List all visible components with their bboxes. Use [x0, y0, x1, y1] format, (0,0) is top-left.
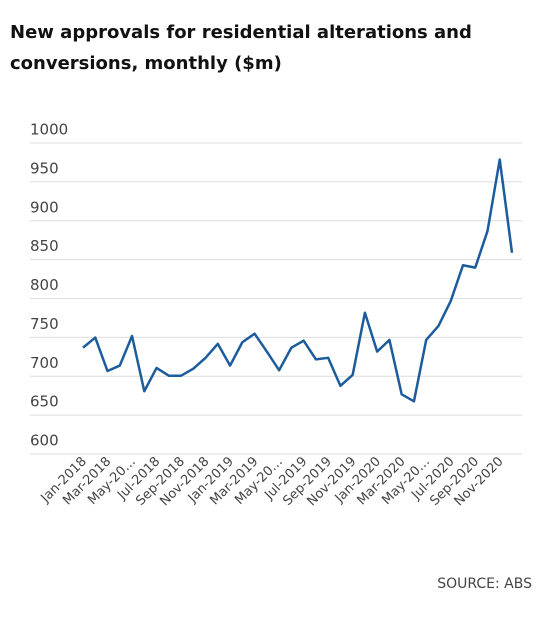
- y-tick-label: 800: [30, 276, 59, 294]
- y-tick-label: 650: [30, 393, 59, 411]
- source: SOURCE: ABS: [437, 576, 532, 592]
- data-line: [82, 158, 514, 403]
- y-tick-label: 950: [30, 159, 59, 177]
- y-tick-label: 600: [30, 432, 59, 450]
- y-tick-label: 1000: [30, 121, 68, 139]
- chart-title: conversions, monthly ($m): [10, 53, 282, 74]
- chart-title: New approvals for residential alteration…: [10, 22, 472, 43]
- y-tick-label: 700: [30, 354, 59, 372]
- y-tick-label: 900: [30, 198, 59, 216]
- y-tick-label: 850: [30, 237, 59, 255]
- y-tick-label: 750: [30, 315, 59, 333]
